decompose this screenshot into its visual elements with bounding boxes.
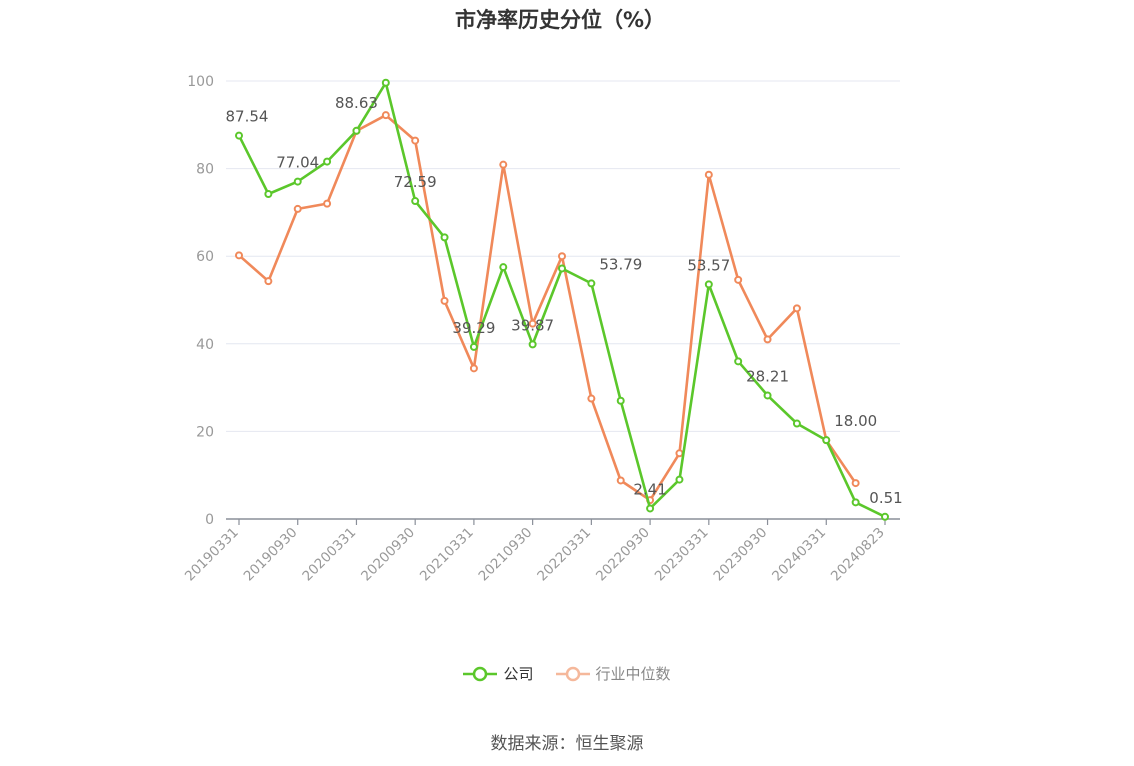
y-tick-label: 20 bbox=[196, 424, 214, 440]
x-tick-label: 20190930 bbox=[241, 525, 301, 585]
industry-point bbox=[587, 394, 596, 403]
company-point bbox=[587, 279, 596, 288]
company-point bbox=[646, 504, 655, 513]
industry-point bbox=[235, 251, 243, 260]
company-point bbox=[235, 131, 243, 140]
company-point bbox=[293, 177, 302, 186]
x-tick-label: 20240331 bbox=[769, 525, 829, 585]
company-point bbox=[323, 157, 332, 166]
legend-item-company[interactable]: 公司 bbox=[463, 663, 534, 684]
industry-point bbox=[792, 304, 801, 313]
industry-point bbox=[411, 136, 420, 145]
company-line bbox=[237, 81, 886, 518]
company-point bbox=[440, 233, 449, 242]
x-tick-label: 20190331 bbox=[182, 525, 242, 585]
company-point bbox=[675, 475, 684, 484]
industry-point bbox=[381, 111, 390, 120]
x-tick-label: 20240823 bbox=[828, 525, 888, 585]
industry-point bbox=[851, 479, 860, 488]
series-lines bbox=[235, 78, 889, 521]
company-point bbox=[763, 391, 772, 400]
industry-point bbox=[704, 170, 713, 179]
company-data-label: 28.21 bbox=[746, 367, 789, 385]
industry-point bbox=[499, 160, 508, 169]
company-point bbox=[352, 126, 361, 135]
legend-item-industry[interactable]: 行业中位数 bbox=[555, 663, 671, 684]
industry-point bbox=[558, 252, 566, 261]
company-point bbox=[264, 190, 273, 199]
legend-industry-icon bbox=[555, 666, 590, 681]
company-data-label: 53.57 bbox=[687, 256, 730, 274]
company-data-label: 88.63 bbox=[335, 94, 378, 112]
company-point bbox=[411, 197, 420, 206]
company-data-label: 53.79 bbox=[599, 255, 642, 273]
company-point bbox=[381, 78, 390, 87]
x-tick-label: 20210930 bbox=[476, 525, 536, 585]
company-point bbox=[558, 264, 566, 273]
industry-point bbox=[293, 204, 302, 213]
industry-point bbox=[264, 277, 273, 286]
x-tick-label: 20200930 bbox=[358, 525, 418, 585]
x-tick-label: 20220930 bbox=[593, 525, 653, 585]
company-data-label: 72.59 bbox=[394, 173, 437, 191]
x-tick-label: 20230930 bbox=[710, 525, 770, 585]
company-point bbox=[822, 436, 831, 445]
company-point bbox=[792, 419, 801, 428]
industry-point bbox=[675, 449, 684, 458]
data-labels: 87.54 77.04 88.63 72.59 39.29 39.87 53.79 2.41 5… bbox=[226, 94, 903, 507]
legend: 公司 行业中位数 bbox=[0, 663, 1134, 684]
industry-point bbox=[323, 199, 332, 208]
company-data-label: 87.54 bbox=[226, 108, 269, 126]
company-point bbox=[616, 396, 625, 405]
company-point bbox=[469, 342, 478, 351]
x-tick-label: 20200331 bbox=[299, 525, 359, 585]
company-data-label: 39.87 bbox=[511, 316, 554, 334]
industry-point bbox=[469, 364, 478, 373]
industry-point bbox=[616, 476, 625, 485]
x-tick-label: 20230331 bbox=[652, 525, 712, 585]
legend-label-company: 公司 bbox=[503, 665, 534, 683]
company-data-label: 2.41 bbox=[633, 480, 666, 498]
company-data-label: 77.04 bbox=[276, 154, 319, 172]
industry-point bbox=[734, 275, 743, 284]
data-source: 数据来源：恒生聚源 bbox=[490, 734, 644, 754]
legend-label-industry: 行业中位数 bbox=[595, 665, 671, 683]
x-tick-label: 20220331 bbox=[534, 525, 594, 585]
company-point bbox=[851, 498, 860, 507]
company-point bbox=[528, 340, 537, 349]
company-point bbox=[881, 512, 889, 521]
y-tick-label: 100 bbox=[187, 74, 214, 90]
company-point bbox=[734, 357, 743, 366]
y-tick-label: 80 bbox=[196, 162, 214, 178]
industry-line bbox=[238, 113, 857, 502]
industry-point bbox=[763, 335, 772, 344]
company-data-label: 18.00 bbox=[834, 412, 877, 430]
company-data-label: 0.51 bbox=[869, 489, 902, 507]
industry-point bbox=[440, 296, 449, 305]
industry-point bbox=[528, 319, 537, 328]
chart-title: 市净率历史分位（%） bbox=[454, 8, 666, 32]
x-tick-label: 20210331 bbox=[417, 525, 477, 585]
company-point bbox=[499, 263, 508, 272]
company-data-label: 39.29 bbox=[452, 319, 495, 337]
company-point bbox=[704, 280, 713, 289]
y-tick-label: 40 bbox=[196, 337, 214, 353]
y-tick-label: 0 bbox=[205, 512, 214, 528]
y-tick-label: 60 bbox=[196, 249, 214, 265]
line-chart: 0 20 40 60 80 100 2019033120190930202003312020… bbox=[182, 74, 903, 585]
legend-company-icon bbox=[463, 666, 498, 681]
